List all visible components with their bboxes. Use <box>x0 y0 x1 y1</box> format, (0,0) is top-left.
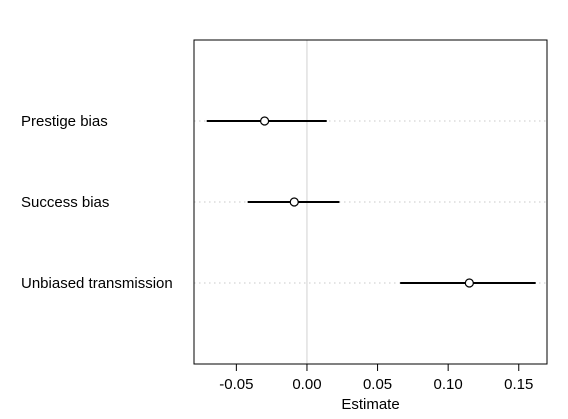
x-tick-label: 0.00 <box>292 376 321 393</box>
category-label: Unbiased transmission <box>21 275 173 292</box>
points-layer <box>260 116 474 288</box>
category-label: Prestige bias <box>21 113 108 130</box>
row-guides-layer <box>194 120 547 284</box>
category-labels-layer: Prestige bias Success bias Unbiased transm… <box>21 113 173 292</box>
x-tick-label: 0.05 <box>363 376 392 393</box>
estimate-point <box>289 197 299 207</box>
x-axis: -0.05 0.00 0.05 0.10 0.15 <box>219 363 533 393</box>
category-label: Success bias <box>21 194 109 211</box>
intervals-layer <box>206 120 536 284</box>
x-tick-label: -0.05 <box>219 376 253 393</box>
x-tick-label: 0.10 <box>434 376 463 393</box>
x-tick-label: 0.15 <box>504 376 533 393</box>
x-axis-title: Estimate <box>341 396 399 413</box>
estimate-point <box>464 278 474 288</box>
estimate-point <box>260 116 270 126</box>
